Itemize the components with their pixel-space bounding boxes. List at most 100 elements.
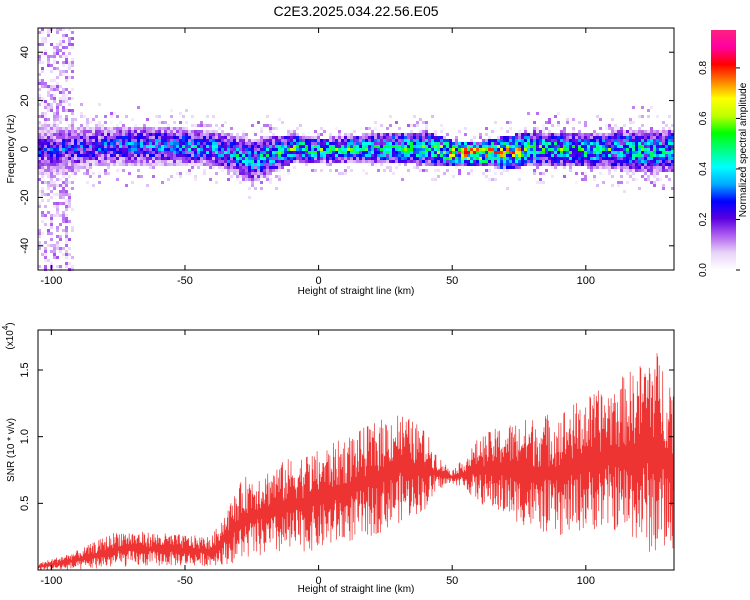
heatmap-cell — [434, 130, 437, 133]
heatmap-cell — [62, 214, 65, 217]
heatmap-cell — [200, 142, 203, 145]
heatmap-cell — [608, 145, 611, 148]
heatmap-cell — [191, 166, 194, 169]
heatmap-cell — [104, 172, 107, 175]
heatmap-cell — [275, 187, 278, 190]
heatmap-cell — [425, 142, 428, 145]
heatmap-cell — [422, 142, 425, 145]
heatmap-cell — [302, 148, 305, 151]
heatmap-cell — [536, 145, 539, 148]
heatmap-cell — [560, 154, 563, 157]
heatmap-cell — [83, 133, 86, 136]
heatmap-cell — [416, 139, 419, 142]
heatmap-cell — [116, 127, 119, 130]
heatmap-cell — [572, 133, 575, 136]
heatmap-cell — [302, 145, 305, 148]
heatmap-cell — [281, 148, 284, 151]
heatmap-cell — [98, 127, 101, 130]
heatmap-cell — [65, 250, 68, 253]
heatmap-cell — [263, 166, 266, 169]
heatmap-cell — [356, 145, 359, 148]
heatmap-cell — [527, 136, 530, 139]
heatmap-cell — [614, 139, 617, 142]
heatmap-cell — [65, 208, 68, 211]
heatmap-cell — [245, 160, 248, 163]
heatmap-cell — [170, 130, 173, 133]
heatmap-cell — [158, 157, 161, 160]
heatmap-cell — [167, 142, 170, 145]
heatmap-cell — [419, 145, 422, 148]
heatmap-cell — [311, 148, 314, 151]
heatmap-cell — [395, 145, 398, 148]
heatmap-cell — [266, 172, 269, 175]
heatmap-cell — [647, 130, 650, 133]
heatmap-cell — [149, 133, 152, 136]
heatmap-cell — [491, 178, 494, 181]
heatmap-cell — [650, 133, 653, 136]
heatmap-cell — [260, 127, 263, 130]
heatmap-cell — [332, 154, 335, 157]
heatmap-cell — [551, 139, 554, 142]
heatmap-cell — [641, 163, 644, 166]
heatmap-cell — [62, 46, 65, 49]
heatmap-cell — [158, 121, 161, 124]
heatmap-cell — [80, 151, 83, 154]
heatmap-cell — [200, 154, 203, 157]
heatmap-cell — [68, 142, 71, 145]
heatmap-cell — [149, 127, 152, 130]
heatmap-cell — [44, 193, 47, 196]
heatmap-cell — [590, 154, 593, 157]
heatmap-cell — [80, 124, 83, 127]
heatmap-cell — [389, 166, 392, 169]
heatmap-cell — [98, 172, 101, 175]
heatmap-cell — [41, 28, 44, 31]
heatmap-cell — [119, 148, 122, 151]
heatmap-cell — [611, 163, 614, 166]
heatmap-cell — [56, 112, 59, 115]
heatmap-cell — [161, 130, 164, 133]
heatmap-cell — [650, 145, 653, 148]
heatmap-cell — [569, 163, 572, 166]
heatmap-cell — [557, 151, 560, 154]
heatmap-cell — [470, 172, 473, 175]
heatmap-cell — [485, 169, 488, 172]
heatmap-cell — [608, 133, 611, 136]
heatmap-cell — [215, 160, 218, 163]
heatmap-cell — [326, 157, 329, 160]
heatmap-cell — [212, 148, 215, 151]
heatmap-cell — [104, 160, 107, 163]
heatmap-cell — [71, 127, 74, 130]
heatmap-cell — [551, 142, 554, 145]
heatmap-cell — [581, 151, 584, 154]
heatmap-cell — [53, 205, 56, 208]
heatmap-cell — [638, 187, 641, 190]
heatmap-cell — [287, 163, 290, 166]
heatmap-cell — [44, 52, 47, 55]
heatmap-cell — [485, 148, 488, 151]
heatmap-cell — [380, 139, 383, 142]
heatmap-cell — [179, 172, 182, 175]
heatmap-cell — [608, 124, 611, 127]
heatmap-cell — [56, 244, 59, 247]
heatmap-cell — [74, 127, 77, 130]
heatmap-cell — [530, 145, 533, 148]
heatmap-cell — [515, 133, 518, 136]
heatmap-cell — [176, 127, 179, 130]
heatmap-cell — [506, 154, 509, 157]
heatmap-cell — [578, 145, 581, 148]
heatmap-cell — [146, 160, 149, 163]
heatmap-cell — [554, 151, 557, 154]
heatmap-cell — [191, 151, 194, 154]
heatmap-cell — [137, 145, 140, 148]
heatmap-cell — [143, 163, 146, 166]
heatmap-cell — [518, 148, 521, 151]
heatmap-cell — [68, 193, 71, 196]
heatmap-cell — [50, 190, 53, 193]
heatmap-cell — [125, 160, 128, 163]
heatmap-cell — [218, 160, 221, 163]
heatmap-cell — [521, 145, 524, 148]
heatmap-cell — [536, 112, 539, 115]
heatmap-cell — [512, 151, 515, 154]
heatmap-cell — [287, 148, 290, 151]
heatmap-cell — [428, 145, 431, 148]
